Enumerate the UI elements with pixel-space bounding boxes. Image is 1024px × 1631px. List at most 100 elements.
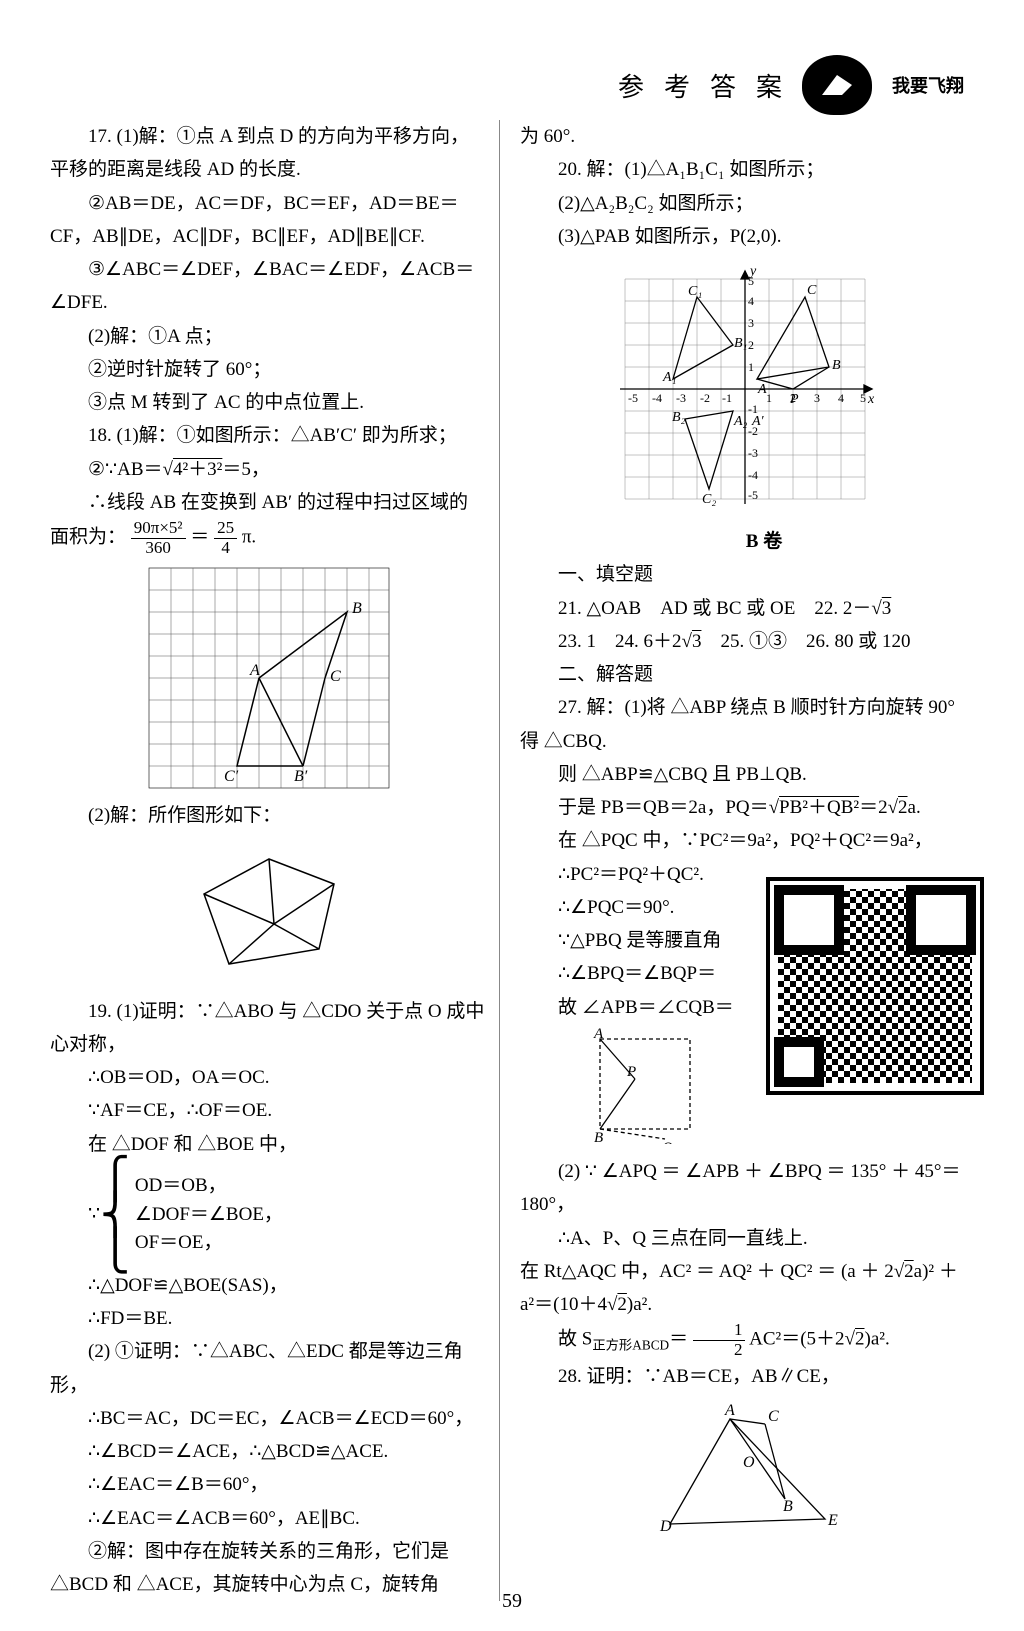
header-char-4: 案 [756, 67, 782, 104]
lbl: B₁ [734, 336, 747, 351]
coordinate-grid-figure: x y A B C A₁ B₁ C₁ A₂ B₂ C₂ P A′ -5-4-3-… [610, 259, 880, 519]
svg-text:-5: -5 [748, 488, 758, 502]
label-B: B [352, 600, 362, 617]
svg-text:-2: -2 [748, 424, 758, 438]
svg-text:5: 5 [748, 274, 754, 288]
q19-6: ∴FD＝BE. [50, 1302, 487, 1335]
q18-3: ∴线段 AB 在变换到 AB′ 的过程中扫过区域的 [50, 486, 487, 519]
q18-2: ②∵AB＝√4²＋3²＝5， [50, 453, 487, 486]
q19-7: (2) ①证明：∵△ABC、△EDC 都是等边三角形， [50, 1335, 487, 1402]
polyhedron-figure [169, 839, 369, 989]
lbl: D [659, 1518, 672, 1535]
t: )a². [627, 1294, 652, 1315]
svg-text:3: 3 [814, 391, 820, 405]
t: 23. 1 24. 6＋2 [558, 631, 682, 652]
right-column: 为 60°. 20. 解：(1)△A₁B₁C₁ 如图所示； (2)△A₂B₂C₂… [520, 120, 970, 1601]
t: ＝5， [222, 459, 270, 480]
label-A: A [249, 662, 260, 679]
q27-p2: (2) ∵ ∠APQ ＝ ∠APB ＋ ∠BPQ ＝ 135° ＋ 45°＝18… [520, 1155, 970, 1222]
fill-blank-header: 一、填空题 [520, 558, 970, 591]
t: 21. △OAB AD 或 BC 或 OE 22. 2－ [558, 598, 871, 619]
denominator: 2 [693, 1341, 746, 1360]
lbl: A₁ [662, 370, 676, 385]
lbl: C₁ [688, 284, 702, 299]
svg-text:-2: -2 [700, 391, 710, 405]
t: a. [908, 797, 921, 818]
lbl: C [807, 283, 817, 298]
q19-12: ②解：图中存在旋转关系的三角形，它们是 △BCD 和 △ACE，其旋转中心为点 … [50, 1535, 487, 1602]
svg-text:-1: -1 [722, 391, 732, 405]
t: 2 [904, 1261, 914, 1282]
label-C: C [330, 668, 341, 685]
q20-3: (3)△PAB 如图所示，P(2,0). [520, 220, 970, 253]
t: ＝ [190, 527, 209, 548]
q17-5: ②逆时针旋转了 60°； [50, 353, 487, 386]
lbl: O [743, 1454, 755, 1471]
q27-1: 27. 解：(1)将 △ABP 绕点 B 顺时针方向旋转 90°得 △CBQ. [520, 691, 970, 758]
svg-text:-5: -5 [628, 391, 638, 405]
lbl: B [783, 1498, 793, 1515]
lbl: C [768, 1408, 779, 1425]
label-Cp: C′ [224, 768, 239, 785]
t: 2 [898, 797, 908, 818]
q27-11: 在 Rt△AQC 中，AC² ＝ AQ² ＋ QC² ＝ (a ＋ 2√2a)²… [520, 1255, 970, 1322]
t: PB²＋QB² [779, 797, 859, 818]
q19-2: ∴OB＝OD，OA＝OC. [50, 1061, 487, 1094]
q17-1: 17. (1)解：①点 A 到点 D 的方向为平移方向，平移的距离是线段 AD … [50, 120, 487, 187]
denominator: 360 [131, 539, 186, 558]
left-column: 17. (1)解：①点 A 到点 D 的方向为平移方向，平移的距离是线段 AD … [50, 120, 500, 1601]
page: 参 考 答 案 我要飞翔 17. (1)解：①点 A 到点 D 的方向为平移方向… [0, 0, 1024, 1631]
lbl: B₂ [672, 410, 686, 425]
t: ＝2 [859, 797, 888, 818]
q18-area: 面积为： 90π×5²360 ＝ 254 π. [50, 519, 487, 557]
label-Bp: B′ [294, 768, 308, 785]
brace-content: OD＝OB， ∠DOF＝∠BOE， OF＝OE， [135, 1172, 283, 1258]
svg-text:4: 4 [748, 294, 754, 308]
q20-2: (2)△A₂B₂C₂ 如图所示； [520, 187, 970, 220]
qr-code-icon [770, 881, 980, 1091]
t: 于是 PB＝QB＝2a，PQ＝ [558, 797, 769, 818]
t: )a². [865, 1329, 890, 1350]
t: OF＝OE， [135, 1232, 223, 1253]
q27-3: 于是 PB＝QB＝2a，PQ＝√PB²＋QB²＝2√2a. [520, 791, 970, 824]
q23-26: 23. 1 24. 6＋2√3 25. ①③ 26. 80 或 120 [520, 625, 970, 658]
q19-brace: ∵⎧⎨⎩ OD＝OB， ∠DOF＝∠BOE， OF＝OE， [50, 1161, 487, 1269]
q17-2: ②AB＝DE，AC＝DF，BC＝EF，AD＝BE＝CF，AB∥DE，AC∥DF，… [50, 187, 487, 254]
q17-3: ③∠ABC＝∠DEF，∠BAC＝∠EDF，∠ACB＝∠DFE. [50, 253, 487, 320]
svg-text:-1: -1 [748, 402, 758, 416]
t: 故 S [558, 1329, 592, 1350]
lbl: E [827, 1512, 838, 1529]
q27-4: 在 △PQC 中，∵PC²＝9a²，PQ²＋QC²＝9a²， [520, 824, 970, 857]
fraction: 12 [693, 1321, 746, 1359]
lbl: A [593, 1026, 604, 1042]
svg-text:-3: -3 [748, 446, 758, 460]
t: 25. ①③ 26. 80 或 120 [701, 631, 910, 652]
t: 3 [882, 598, 892, 619]
q19-9: ∴∠BCD＝∠ACE，∴△BCD≌△ACE. [50, 1435, 487, 1468]
q17-4: (2)解：①A 点； [50, 320, 487, 353]
page-number: 59 [502, 1590, 522, 1613]
svg-text:5: 5 [860, 391, 866, 405]
section-b-label: B 卷 [520, 525, 970, 558]
q19-11: ∴∠EAC＝∠ACB＝60°，AE∥BC. [50, 1502, 487, 1535]
lbl: Q [662, 1140, 673, 1144]
fraction: 254 [214, 519, 237, 557]
svg-text:-4: -4 [748, 468, 758, 482]
numerator: 90π×5² [131, 519, 186, 539]
square-figure: A B P Q [580, 1024, 720, 1144]
t: ∠DOF＝∠BOE， [135, 1204, 283, 1225]
numerator: 1 [693, 1321, 746, 1341]
lbl: B [832, 358, 841, 373]
numerator: 25 [214, 519, 237, 539]
t: 2 [855, 1329, 865, 1350]
q27-10: ∴A、P、Q 三点在同一直线上. [520, 1222, 970, 1255]
triangle-figure-28: A B C D E O [645, 1399, 845, 1539]
q27-2: 则 △ABP≌△CBQ 且 PB⊥QB. [520, 758, 970, 791]
lbl: A₂ [733, 414, 748, 429]
t: ＝ [669, 1329, 688, 1350]
svg-text:-3: -3 [676, 391, 686, 405]
header-badge: 我要飞翔 [892, 72, 964, 98]
svg-text:2: 2 [748, 338, 754, 352]
two-column-layout: 17. (1)解：①点 A 到点 D 的方向为平移方向，平移的距离是线段 AD … [50, 120, 974, 1601]
q21-22: 21. △OAB AD 或 BC 或 OE 22. 2－√3 [520, 592, 970, 625]
